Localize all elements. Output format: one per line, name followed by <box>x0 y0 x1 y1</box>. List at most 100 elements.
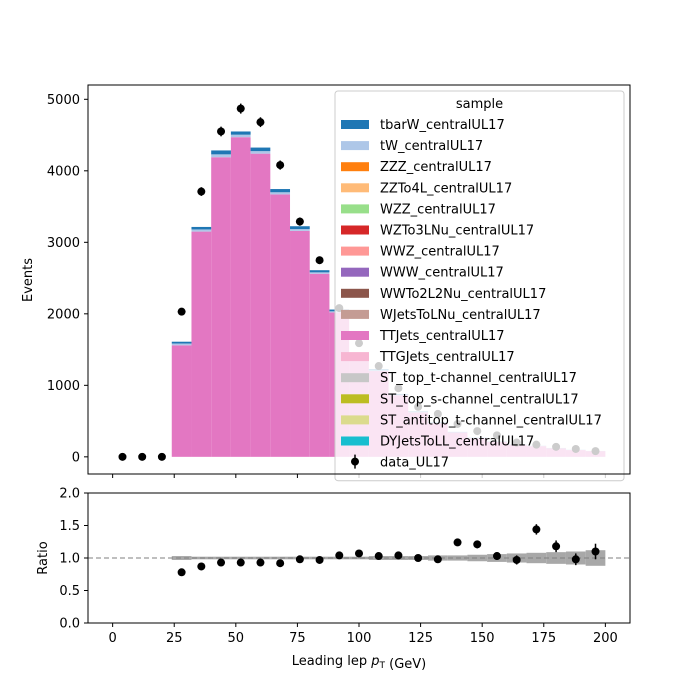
data-point <box>236 104 245 113</box>
legend-label: DYJetsToLL_centralUL17 <box>380 435 534 450</box>
legend-swatch <box>341 225 369 235</box>
ratio-y-tick-label: 0.5 <box>59 584 80 599</box>
legend-box <box>334 90 625 482</box>
ratio-point <box>355 549 363 558</box>
legend-label: WZTo3LNu_centralUL17 <box>380 224 534 239</box>
x-axis-label: Leading lep pT (GeV) <box>292 654 426 672</box>
ratio-point <box>552 542 561 551</box>
legend-label: WWW_centralUL17 <box>380 266 504 281</box>
stack-bar <box>270 194 291 457</box>
legend-label: ST_antitop_t-channel_centralUL17 <box>380 413 602 428</box>
legend-label: tW_centralUL17 <box>380 139 483 154</box>
uncertainty-band <box>467 554 488 562</box>
y-tick-label: 0 <box>72 450 80 465</box>
ratio-point <box>374 552 383 561</box>
x-tick-label: 100 <box>347 631 372 646</box>
ratio-point <box>315 555 324 564</box>
ratio-panel: 0.0 0.5 1.0 1.5 2.0 0 25 50 75 100 125 150 175 200 <box>59 487 630 646</box>
y-tick-label: 1000 <box>47 379 80 394</box>
legend-label: WWTo2L2Nu_centralUL17 <box>380 287 546 302</box>
legend-label: ZZTo4L_centralUL17 <box>380 181 512 196</box>
legend-label: WWZ_centralUL17 <box>380 245 500 260</box>
x-tick-label: 150 <box>470 631 495 646</box>
data-point <box>197 187 206 196</box>
x-tick-label: 75 <box>289 631 306 646</box>
ratio-axis-label: Ratio <box>36 541 51 574</box>
legend-label: TTJets_centralUL17 <box>379 329 505 344</box>
data-point <box>157 452 166 461</box>
y-tick-label: 2000 <box>47 307 80 322</box>
ratio-panel-frame <box>87 492 631 624</box>
legend-swatch <box>341 331 369 340</box>
data-point <box>118 452 127 461</box>
legend-swatch <box>341 436 369 446</box>
stack-bar <box>250 151 271 154</box>
legend-swatch <box>341 394 369 404</box>
ratio-point <box>295 555 304 564</box>
legend-swatch <box>341 415 369 425</box>
legend-swatch <box>341 288 369 298</box>
ratio-y-tick-label: 0.0 <box>59 617 80 632</box>
data-point <box>295 217 304 226</box>
x-tick-label: 50 <box>228 631 245 646</box>
x-tick-label: 25 <box>166 631 183 646</box>
ratio-point <box>492 552 501 561</box>
legend-swatch <box>341 246 369 256</box>
stack-bar <box>211 157 231 457</box>
data-point <box>276 161 285 170</box>
stack-bar <box>230 137 251 457</box>
legend-label: ZZZ_centralUL17 <box>380 160 492 175</box>
stack-bar <box>171 341 192 344</box>
stack-bar <box>230 131 251 135</box>
stack-bar <box>191 226 212 230</box>
legend-label: ST_top_s-channel_centralUL17 <box>380 392 579 407</box>
ratio-point <box>414 554 423 562</box>
stack-bar <box>211 150 231 155</box>
stack-bar <box>250 147 271 152</box>
legend-swatch <box>341 120 369 129</box>
ratio-point <box>394 551 403 560</box>
ratio-point <box>433 555 442 564</box>
uncertainty-band <box>171 556 192 560</box>
ratio-point <box>236 558 245 567</box>
legend-swatch <box>341 309 369 319</box>
ratio-y-tick-label: 2.0 <box>59 487 80 502</box>
ratio-point <box>256 558 265 567</box>
stack-bar <box>290 229 310 231</box>
y-axis-label: Events <box>21 258 36 302</box>
ratio-point <box>473 540 482 549</box>
legend-swatch <box>341 373 369 383</box>
legend-title: sample <box>456 97 503 112</box>
stack-bar <box>230 134 251 138</box>
ratio-point <box>197 562 206 571</box>
stack-bar <box>290 230 310 457</box>
legend-swatch <box>341 352 369 362</box>
x-tick-label: 0 <box>108 631 116 646</box>
stack-bar <box>309 272 330 274</box>
legend-label: WZZ_centralUL17 <box>380 202 496 217</box>
stack-bar <box>309 273 330 457</box>
stack-bar <box>171 345 192 457</box>
y-tick-label: 5000 <box>47 93 80 108</box>
ratio-point <box>335 551 344 560</box>
stack-bar <box>171 343 192 346</box>
data-point <box>315 256 324 265</box>
legend-data-marker <box>351 457 359 466</box>
legend-label: TTGJets_centralUL17 <box>379 350 515 365</box>
uncertainty-band <box>349 556 369 560</box>
stack-bar <box>290 226 310 230</box>
ratio-point <box>591 547 600 556</box>
stack-bar <box>270 192 291 195</box>
legend-label: WJetsToLNu_centralUL17 <box>380 308 541 323</box>
stack-bar <box>250 153 271 457</box>
data-point <box>177 307 186 316</box>
legend-swatch <box>341 267 369 277</box>
x-tick-label: 125 <box>408 631 433 646</box>
ratio-y-tick-label: 1.0 <box>59 552 80 567</box>
stack-bar <box>211 154 231 158</box>
legend-swatch <box>341 204 369 214</box>
data-point <box>217 127 226 136</box>
ratio-point <box>177 568 186 577</box>
ratio-point <box>276 559 285 568</box>
